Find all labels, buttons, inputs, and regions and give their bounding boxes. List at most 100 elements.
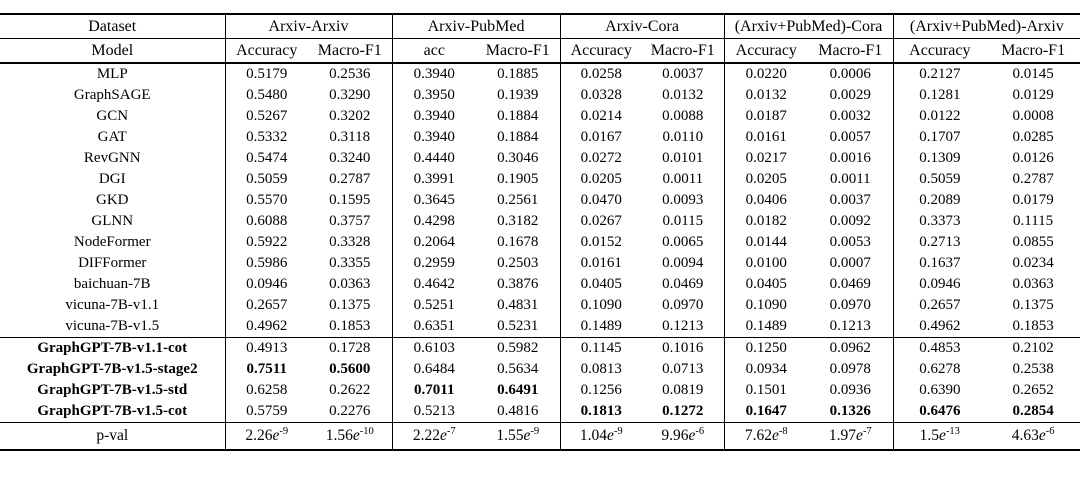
sub-header-4-0: Accuracy [892,38,987,63]
table-row: NodeFormer 0.5922 0.3328 0.2064 0.1678 0.0152… [0,232,1080,253]
group-header-3: (Arxiv+PubMed)-Cora [723,14,894,39]
model-cell: GCN [96,108,129,124]
value-cell: 0.0234 [1012,255,1054,271]
value-cell: 0.0053 [829,234,871,250]
value-cell: 0.6278 [892,359,987,380]
dataset-header: Dataset [88,18,137,35]
value-cell: 0.6390 [892,380,987,401]
pval-row: p-val 2.26e-9 1.56e-10 2.22e-7 1.55e-9 1.04e… [0,422,1080,451]
value-cell: 0.0205 [559,169,643,190]
pval-cell: 1.5e-13 [892,422,987,450]
model-cell: GraphGPT-7B-v1.5-std [37,382,188,398]
value-cell: 0.1905 [497,171,539,187]
value-cell: 0.0016 [829,150,871,166]
value-cell: 0.0065 [662,234,704,250]
value-cell: 0.0093 [662,192,704,208]
value-cell: 0.5600 [329,361,371,377]
value-cell: 0.5059 [892,169,987,190]
pval-cell: 2.22e-7 [391,422,477,450]
model-cell: RevGNN [83,150,141,166]
value-cell: 0.0405 [559,274,643,295]
value-cell: 0.5634 [497,361,539,377]
value-cell: 0.0179 [1012,192,1054,208]
value-cell: 0.3950 [391,85,477,106]
pval-coefficient: 1.56 [325,427,353,444]
value-cell: 0.0813 [559,359,643,380]
value-cell: 0.2652 [1012,382,1054,398]
table-row: MLP 0.5179 0.2536 0.3940 0.1885 0.0258 0.0037 0… [0,63,1080,85]
value-cell: 0.1489 [723,316,809,338]
value-cell: 0.3118 [329,129,371,145]
value-cell: 0.1016 [662,340,704,356]
table-row: GraphSAGE 0.5480 0.3290 0.3950 0.1939 0.0328 0… [0,85,1080,106]
pval-e-symbol: e [352,427,360,444]
value-cell: 0.1213 [829,318,871,334]
value-cell: 0.1501 [723,380,809,401]
value-cell: 0.1256 [559,380,643,401]
value-cell: 0.1884 [497,108,539,124]
value-cell: 0.1309 [892,148,987,169]
value-cell: 0.0819 [662,382,704,398]
value-cell: 0.0088 [662,108,704,124]
value-cell: 0.1678 [497,234,539,250]
value-cell: 0.1090 [559,295,643,316]
value-cell: 0.0363 [1012,276,1054,292]
model-cell: NodeFormer [73,234,151,250]
model-cell: GAT [97,129,127,145]
value-cell: 0.4913 [224,337,308,359]
pval-cell: 9.96e-6 [642,423,724,451]
pval-cell: 1.04e-9 [559,422,643,450]
model-cell: GraphSAGE [73,87,151,103]
value-cell: 0.1375 [1012,297,1054,313]
value-cell: 0.0470 [559,190,643,211]
value-cell: 0.5922 [224,232,308,253]
value-cell: 0.3290 [329,87,371,103]
value-cell: 0.6351 [391,316,477,338]
value-cell: 0.0946 [224,274,308,295]
pval-e-symbol: e [856,427,863,444]
value-cell: 0.0011 [829,171,871,187]
model-cell: baichuan-7B [73,276,151,292]
pval-exponent: -7 [862,425,872,437]
value-cell: 0.2538 [1012,361,1054,377]
value-cell: 0.3355 [329,255,371,271]
value-cell: 0.1595 [329,192,371,208]
value-cell: 0.3182 [497,213,539,229]
value-cell: 0.0406 [723,190,809,211]
value-cell: 0.0182 [723,211,809,232]
value-cell: 0.0132 [662,87,704,103]
value-cell: 0.1375 [329,297,371,313]
pval-exponent: -9 [279,425,289,437]
value-cell: 0.0037 [829,192,871,208]
value-cell: 0.1213 [662,318,704,334]
value-cell: 0.4440 [391,148,477,169]
value-cell: 0.1637 [892,253,987,274]
value-cell: 0.7511 [224,359,308,380]
pval-cell: 2.26e-9 [224,422,308,450]
value-cell: 0.0145 [1012,66,1054,82]
value-cell: 0.1884 [497,129,539,145]
pval-e-symbol: e [688,427,696,444]
value-cell: 0.4831 [497,297,539,313]
value-cell: 0.1281 [892,85,987,106]
value-cell: 0.3757 [329,213,371,229]
value-cell: 0.0110 [662,129,704,145]
value-cell: 0.0258 [559,63,643,85]
value-cell: 0.1272 [662,403,704,419]
sub-header-1-1: Macro-F1 [485,42,550,59]
table-row: vicuna-7B-v1.5 0.4962 0.1853 0.6351 0.5231 0.… [0,316,1080,338]
table-row: DGI 0.5059 0.2787 0.3991 0.1905 0.0205 0.0011 0… [0,169,1080,190]
model-cell: MLP [96,66,128,82]
value-cell: 0.0144 [723,232,809,253]
value-cell: 0.4298 [391,211,477,232]
value-cell: 0.3202 [329,108,371,124]
pval-e-symbol: e [1038,427,1046,444]
value-cell: 0.5982 [497,340,539,356]
value-cell: 0.0363 [329,276,371,292]
value-cell: 0.3240 [329,150,371,166]
value-cell: 0.5231 [497,318,539,334]
value-cell: 0.0167 [559,127,643,148]
group-header-4: (Arxiv+PubMed)-Arxiv [892,14,1080,39]
group-header-0: Arxiv-Arxiv [224,14,393,39]
pval-exponent: -10 [359,425,374,437]
